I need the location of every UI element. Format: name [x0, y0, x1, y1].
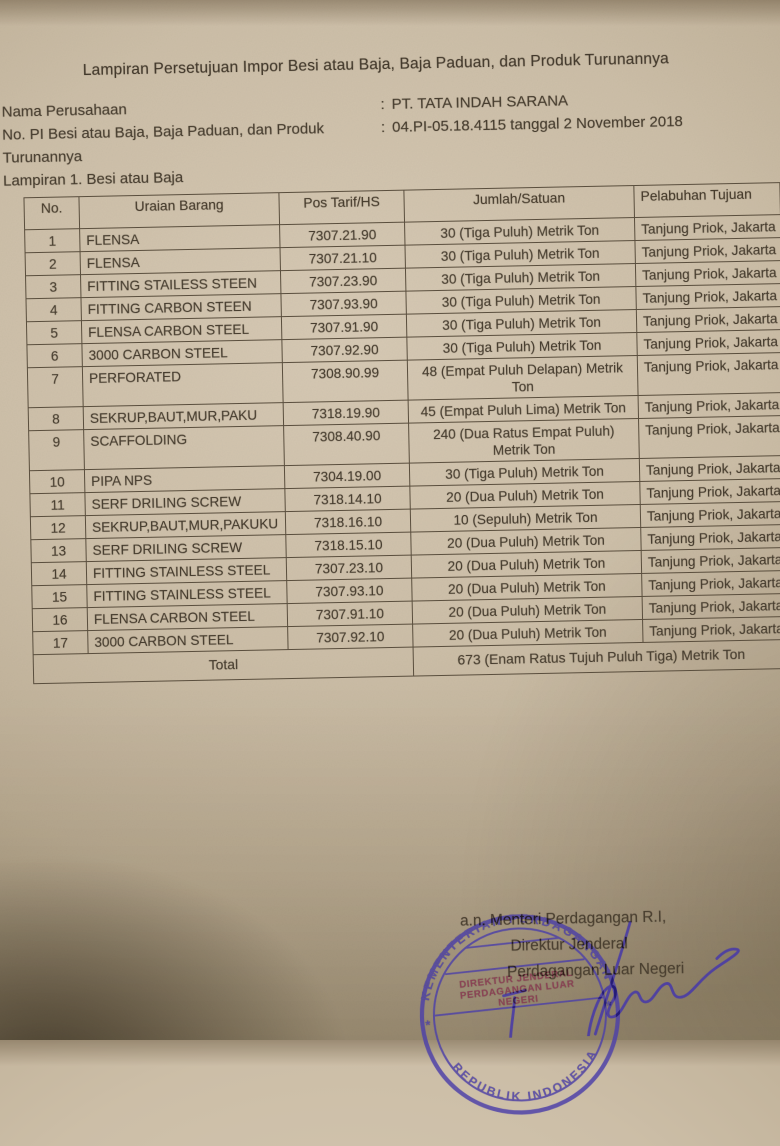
cell-no: 11 — [29, 492, 86, 517]
cell-pelabuhan: Tanjung Priok, Jakarta — [640, 501, 780, 528]
document-title: Lampiran Persetujuan Impor Besi atau Baj… — [82, 50, 670, 80]
cell-no: 13 — [30, 538, 87, 563]
cell-pos: 7307.21.10 — [280, 245, 406, 271]
cell-no: 17 — [32, 630, 89, 655]
cell-no: 2 — [25, 251, 81, 276]
cell-no: 10 — [29, 469, 85, 494]
cell-pelabuhan: Tanjung Priok, Jakarta — [642, 616, 780, 643]
cell-pos: 7307.23.10 — [286, 555, 412, 581]
cell-pelabuhan: Tanjung Priok, Jakarta — [639, 455, 780, 482]
document-sheet: Lampiran Persetujuan Impor Besi atau Baj… — [2, 50, 780, 1115]
cell-no: 14 — [31, 561, 87, 586]
cell-no: 3 — [25, 274, 81, 299]
colon-separator: : — [380, 96, 385, 114]
cell-no: 5 — [26, 320, 82, 345]
cell-pos: 7318.19.90 — [283, 400, 409, 426]
cell-pos: 7307.21.90 — [279, 222, 405, 248]
total-label: Total — [33, 647, 414, 684]
cell-pelabuhan: Tanjung Priok, Jakarta — [635, 260, 780, 287]
header-uraian-barang: Uraian Barang — [78, 192, 280, 229]
cell-pelabuhan: Tanjung Priok, Jakarta — [635, 283, 780, 310]
cell-pos: 7307.93.10 — [286, 578, 413, 604]
cell-pelabuhan: Tanjung Priok, Jakarta — [641, 570, 780, 597]
goods-table-body: 1 FLENSA 7307.21.90 30 (Tiga Puluh) Metrik … — [24, 214, 780, 655]
cell-pos: 7307.91.90 — [281, 314, 407, 340]
meta-block: Nama Perusahaan : PT. TATA INDAH SARANA … — [2, 85, 765, 169]
cell-no: 1 — [24, 228, 81, 253]
cell-pelabuhan: Tanjung Priok, Jakarta — [634, 214, 780, 241]
cell-no: 8 — [28, 406, 84, 431]
cell-pos: 7307.92.90 — [281, 337, 408, 363]
cell-pelabuhan: Tanjung Priok, Jakarta — [636, 306, 780, 333]
header-pos-tarif: Pos Tarif/HS — [278, 190, 405, 225]
cell-pos: 7307.92.10 — [287, 624, 414, 650]
cell-no: 9 — [28, 429, 85, 471]
cell-pelabuhan: Tanjung Priok, Jakarta — [639, 478, 780, 505]
header-jumlah-satuan: Jumlah/Satuan — [403, 185, 635, 223]
cell-pelabuhan: Tanjung Priok, Jakarta — [642, 593, 780, 620]
cell-no: 4 — [25, 297, 82, 322]
attachment-section-label: Lampiran 1. Besi atau Baja — [2, 169, 184, 190]
cell-no: 12 — [30, 515, 86, 540]
cell-pos: 7318.14.10 — [284, 486, 411, 512]
cell-jumlah: 48 (Empat Puluh Delapan) Metrik Ton — [407, 355, 639, 401]
cell-no: 6 — [26, 343, 83, 368]
cell-no: 16 — [32, 607, 88, 632]
cell-pelabuhan: Tanjung Priok, Jakarta — [638, 415, 780, 459]
cell-pelabuhan: Tanjung Priok, Jakarta — [637, 352, 780, 396]
header-pelabuhan-tujuan: Pelabuhan Tujuan — [633, 182, 780, 218]
cell-pos: 7307.91.10 — [287, 601, 413, 627]
stamp-star-left: * — [425, 1017, 433, 1033]
cell-pos: 7308.90.99 — [282, 360, 409, 403]
cell-pelabuhan: Tanjung Priok, Jakarta — [640, 524, 780, 551]
cell-pos: 7307.23.90 — [280, 268, 406, 294]
header-no: No. — [23, 196, 80, 230]
goods-table: No. Uraian Barang Pos Tarif/HS Jumlah/Sa… — [23, 182, 780, 684]
cell-pelabuhan: Tanjung Priok, Jakarta — [636, 329, 780, 356]
cell-pelabuhan: Tanjung Priok, Jakarta — [634, 237, 780, 264]
cell-pos: 7308.40.90 — [283, 423, 410, 466]
cell-uraian: PERFORATED — [82, 362, 284, 407]
cell-no: 15 — [31, 584, 88, 609]
cell-jumlah: 240 (Dua Ratus Empat Puluh) Metrik Ton — [408, 418, 640, 464]
cell-pelabuhan: Tanjung Priok, Jakarta — [641, 547, 780, 574]
cell-pelabuhan: Tanjung Priok, Jakarta — [638, 392, 780, 419]
signature-ink-icon — [502, 920, 740, 1040]
cell-pos: 7304.19.00 — [284, 463, 410, 489]
total-value: 673 (Enam Ratus Tujuh Puluh Tiga) Metrik… — [413, 639, 780, 677]
cell-uraian: SCAFFOLDING — [83, 425, 285, 470]
cell-no: 7 — [27, 366, 84, 408]
cell-pos: 7318.16.10 — [285, 509, 411, 535]
document-photo: { "doc": { "title": "Lampiran Persetujua… — [0, 0, 780, 1115]
colon-separator: : — [380, 119, 386, 137]
cell-pos: 7307.93.90 — [280, 291, 407, 317]
pi-number-label: No. PI Besi atau Baja, Baja Paduan, dan … — [2, 120, 325, 167]
cell-pos: 7318.15.10 — [285, 532, 412, 558]
